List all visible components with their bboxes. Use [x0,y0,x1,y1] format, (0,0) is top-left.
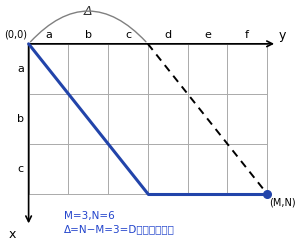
Text: f: f [245,30,249,40]
Text: b: b [17,114,24,124]
Text: c: c [125,30,131,40]
Text: x: x [8,228,16,241]
Text: d: d [164,30,171,40]
Text: M=3,N=6: M=3,N=6 [64,211,115,221]
Text: b: b [85,30,92,40]
Text: (M,N): (M,N) [269,198,296,208]
Text: Δ: Δ [84,5,92,18]
Text: c: c [18,164,24,174]
Text: e: e [204,30,211,40]
Text: a: a [17,64,24,74]
FancyArrowPatch shape [31,11,146,42]
Text: (0,0): (0,0) [4,30,27,40]
Text: Δ=N−M=3=D（編集距離）: Δ=N−M=3=D（編集距離） [64,224,175,234]
Text: y: y [278,29,286,42]
Text: a: a [45,30,52,40]
